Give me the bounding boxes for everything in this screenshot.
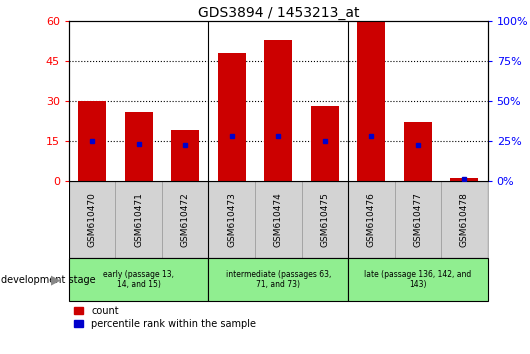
Text: GSM610470: GSM610470	[87, 192, 96, 247]
Bar	[78, 101, 106, 181]
Bar	[450, 178, 478, 181]
Text: ▶: ▶	[51, 273, 61, 286]
Bar	[125, 112, 153, 181]
Bar	[404, 122, 432, 181]
Bar	[208, 181, 255, 258]
Text: early (passage 13,
14, and 15): early (passage 13, 14, and 15)	[103, 270, 174, 289]
Bar	[357, 21, 385, 181]
Text: late (passage 136, 142, and
143): late (passage 136, 142, and 143)	[364, 270, 472, 289]
Bar	[218, 53, 246, 181]
Bar	[302, 181, 348, 258]
Bar	[441, 181, 488, 258]
Bar	[394, 181, 441, 258]
Text: GSM610475: GSM610475	[320, 192, 329, 247]
Bar	[264, 40, 292, 181]
Bar	[348, 181, 394, 258]
Bar	[208, 258, 348, 301]
Text: development stage: development stage	[1, 275, 95, 285]
Text: GSM610474: GSM610474	[274, 192, 282, 247]
Bar	[69, 181, 116, 258]
Text: intermediate (passages 63,
71, and 73): intermediate (passages 63, 71, and 73)	[226, 270, 331, 289]
Bar	[171, 130, 199, 181]
Bar	[348, 258, 488, 301]
Bar	[311, 106, 339, 181]
Text: GSM610477: GSM610477	[413, 192, 422, 247]
Text: GSM610473: GSM610473	[227, 192, 236, 247]
Legend: count, percentile rank within the sample: count, percentile rank within the sample	[74, 306, 257, 329]
Bar	[162, 181, 208, 258]
Bar	[69, 258, 208, 301]
Text: GSM610471: GSM610471	[134, 192, 143, 247]
Bar	[255, 181, 302, 258]
Text: GSM610476: GSM610476	[367, 192, 376, 247]
Text: GSM610478: GSM610478	[460, 192, 469, 247]
Text: GSM610472: GSM610472	[181, 192, 190, 247]
Title: GDS3894 / 1453213_at: GDS3894 / 1453213_at	[198, 6, 359, 20]
Bar	[116, 181, 162, 258]
